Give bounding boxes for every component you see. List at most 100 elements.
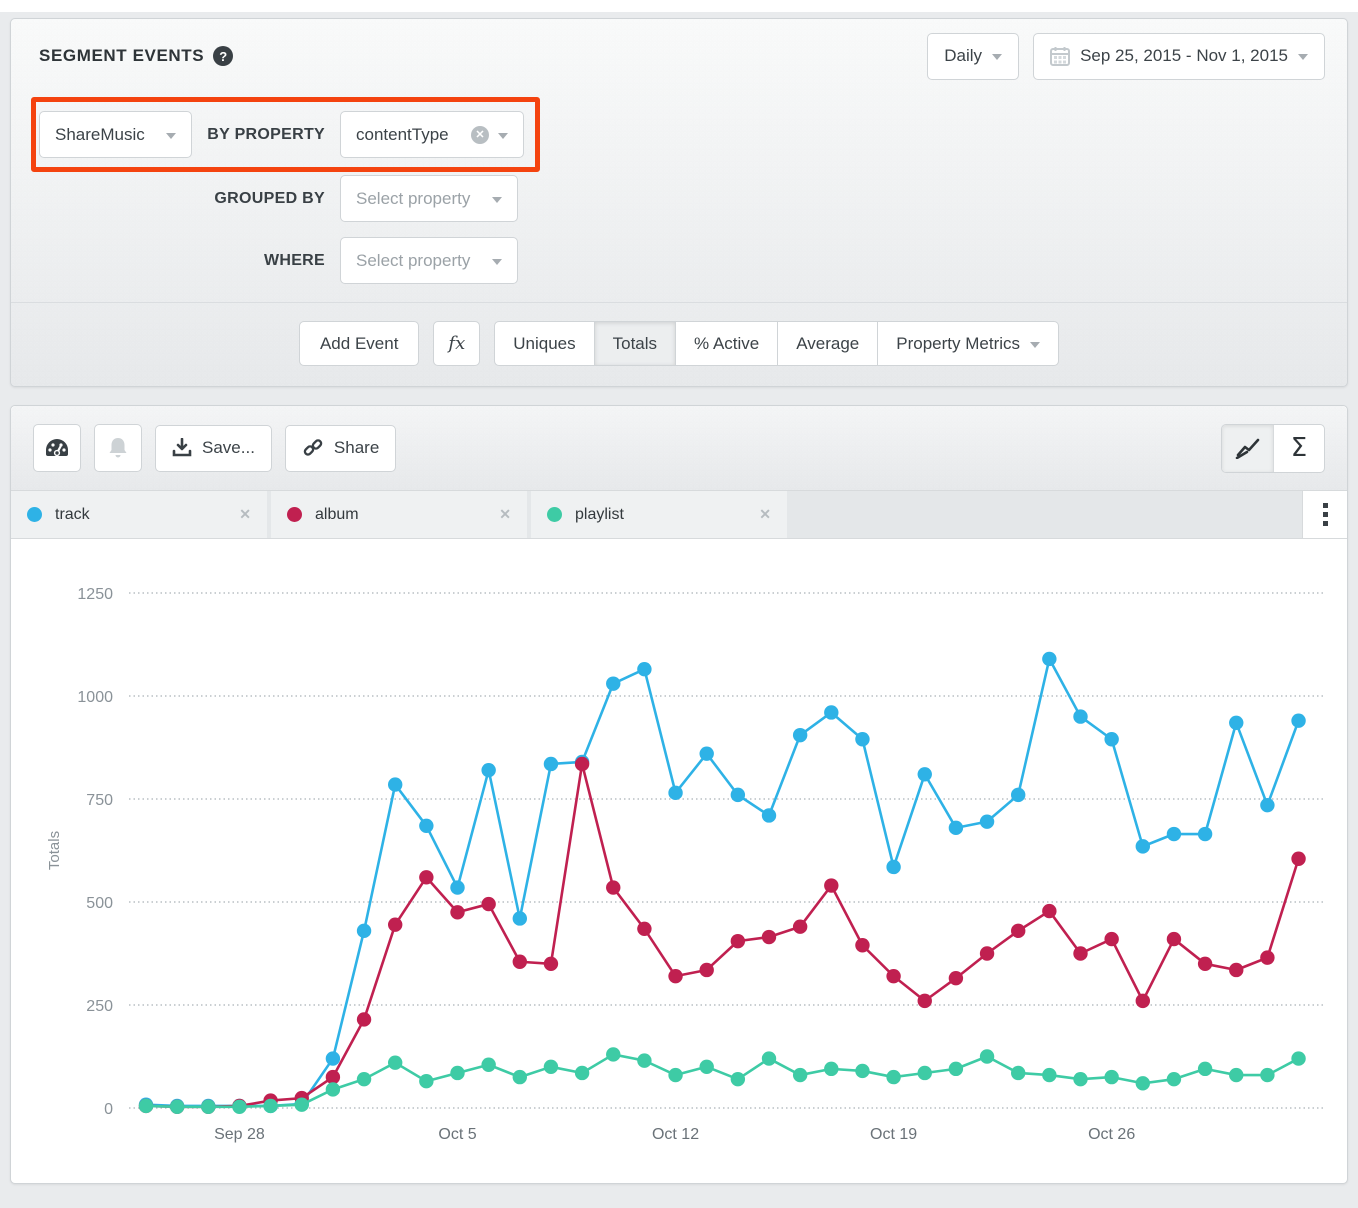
- close-icon[interactable]: ✕: [759, 506, 771, 522]
- data-point-playlist-oct-6[interactable]: [481, 1057, 496, 1072]
- data-point-track-oct-6[interactable]: [481, 762, 496, 778]
- data-point-track-oct-17[interactable]: [824, 705, 839, 720]
- data-point-playlist-sep-25[interactable]: [138, 1098, 154, 1114]
- grouped-by-select[interactable]: Select property: [340, 175, 518, 222]
- data-point-album-oct-31[interactable]: [1260, 950, 1275, 965]
- chart-canvas[interactable]: 0 250 500 750 1000 1250 Totals Sep 28 Oct 5 Oct 1…: [11, 539, 1347, 1183]
- data-point-album-oct-20[interactable]: [917, 993, 932, 1009]
- metric-totals[interactable]: Totals: [594, 321, 677, 366]
- data-point-track-oct-12[interactable]: [668, 785, 683, 801]
- data-point-playlist-oct-20[interactable]: [917, 1065, 932, 1081]
- data-point-playlist-oct-3[interactable]: [388, 1055, 403, 1070]
- data-point-album-oct-21[interactable]: [948, 971, 964, 986]
- data-point-album-oct-16[interactable]: [792, 919, 808, 934]
- data-point-playlist-sep-29[interactable]: [263, 1098, 278, 1114]
- data-point-playlist-oct-29[interactable]: [1197, 1061, 1213, 1077]
- data-point-playlist-oct-17[interactable]: [824, 1061, 839, 1077]
- data-point-playlist-sep-30[interactable]: [294, 1097, 309, 1112]
- data-point-album-oct-18[interactable]: [855, 938, 870, 953]
- data-point-playlist-oct-21[interactable]: [948, 1061, 964, 1077]
- data-point-playlist-oct-28[interactable]: [1166, 1071, 1182, 1087]
- line-chart-view-button[interactable]: [1222, 424, 1273, 472]
- data-point-album-oct-4[interactable]: [419, 870, 434, 885]
- event-select[interactable]: ShareMusic: [39, 111, 192, 158]
- data-point-track-oct-2[interactable]: [356, 923, 372, 939]
- where-select[interactable]: Select property: [340, 237, 518, 284]
- data-point-track-oct-19[interactable]: [886, 859, 901, 875]
- data-point-album-oct-19[interactable]: [886, 968, 901, 984]
- data-point-track-oct-4[interactable]: [419, 818, 434, 833]
- data-point-playlist-sep-28[interactable]: [232, 1099, 247, 1114]
- data-point-track-oct-18[interactable]: [855, 732, 870, 747]
- data-point-playlist-sep-27[interactable]: [201, 1099, 216, 1114]
- data-point-playlist-oct-7[interactable]: [512, 1069, 527, 1085]
- data-point-playlist-oct-30[interactable]: [1229, 1067, 1244, 1083]
- data-point-playlist-oct-9[interactable]: [574, 1065, 590, 1081]
- data-point-album-oct-30[interactable]: [1229, 962, 1244, 978]
- more-options-button[interactable]: [1302, 491, 1347, 538]
- date-range-select[interactable]: Sep 25, 2015 - Nov 1, 2015: [1033, 32, 1325, 80]
- data-point-playlist-oct-5[interactable]: [450, 1065, 465, 1081]
- data-point-track-oct-8[interactable]: [543, 756, 559, 772]
- data-point-playlist-oct-24[interactable]: [1042, 1067, 1057, 1083]
- data-point-track-oct-5[interactable]: [450, 880, 465, 895]
- data-point-playlist-oct-19[interactable]: [886, 1069, 901, 1085]
- data-point-album-oct-9[interactable]: [574, 756, 590, 772]
- data-point-track-oct-1[interactable]: [325, 1051, 341, 1066]
- data-point-album-oct-27[interactable]: [1135, 993, 1151, 1009]
- data-point-playlist-oct-8[interactable]: [543, 1059, 559, 1074]
- data-point-playlist-oct-14[interactable]: [730, 1071, 746, 1087]
- data-point-album-oct-3[interactable]: [388, 917, 403, 932]
- data-point-playlist-oct-23[interactable]: [1011, 1065, 1026, 1081]
- data-point-track-oct-16[interactable]: [792, 727, 808, 743]
- add-event-button[interactable]: Add Event: [298, 321, 420, 366]
- data-point-album-oct-25[interactable]: [1073, 946, 1088, 961]
- share-button[interactable]: Share: [284, 424, 397, 472]
- data-point-track-oct-20[interactable]: [917, 767, 932, 782]
- data-point-track-oct-23[interactable]: [1011, 787, 1026, 803]
- data-point-album-oct-15[interactable]: [761, 929, 777, 945]
- data-point-album-oct-24[interactable]: [1042, 903, 1057, 919]
- data-point-track-nov-1[interactable]: [1291, 713, 1306, 728]
- summary-view-button[interactable]: Σ: [1273, 424, 1324, 472]
- dashboard-button[interactable]: [33, 424, 81, 472]
- data-point-track-oct-30[interactable]: [1229, 715, 1244, 730]
- data-point-track-oct-22[interactable]: [979, 814, 995, 829]
- data-point-track-oct-28[interactable]: [1166, 826, 1182, 842]
- data-point-album-oct-5[interactable]: [450, 905, 465, 920]
- data-point-playlist-oct-26[interactable]: [1104, 1069, 1119, 1085]
- legend-tab-track[interactable]: track ✕: [11, 491, 267, 538]
- data-point-playlist-oct-10[interactable]: [606, 1047, 621, 1062]
- data-point-album-oct-7[interactable]: [512, 954, 527, 969]
- metric-percent-active[interactable]: % Active: [676, 321, 779, 366]
- data-point-track-oct-11[interactable]: [637, 662, 652, 677]
- data-point-track-oct-3[interactable]: [388, 777, 403, 792]
- data-point-album-oct-26[interactable]: [1104, 931, 1119, 947]
- data-point-track-oct-24[interactable]: [1042, 651, 1057, 667]
- data-point-playlist-oct-15[interactable]: [761, 1051, 777, 1066]
- data-point-album-oct-8[interactable]: [543, 956, 559, 971]
- data-point-album-nov-1[interactable]: [1291, 851, 1306, 866]
- data-point-album-oct-6[interactable]: [481, 896, 496, 912]
- data-point-playlist-oct-27[interactable]: [1135, 1076, 1151, 1091]
- close-icon[interactable]: ✕: [239, 506, 251, 522]
- alerts-button[interactable]: [94, 424, 142, 472]
- help-icon[interactable]: ?: [213, 46, 234, 66]
- data-point-playlist-oct-11[interactable]: [637, 1053, 652, 1068]
- data-point-track-oct-10[interactable]: [606, 676, 621, 691]
- data-point-album-oct-22[interactable]: [979, 946, 995, 961]
- metric-average[interactable]: Average: [778, 321, 879, 366]
- data-point-track-oct-21[interactable]: [948, 820, 964, 836]
- data-point-track-oct-15[interactable]: [761, 808, 777, 823]
- data-point-album-oct-1[interactable]: [325, 1069, 341, 1085]
- data-point-track-oct-25[interactable]: [1073, 709, 1088, 724]
- data-point-playlist-oct-1[interactable]: [325, 1082, 341, 1097]
- legend-tab-album[interactable]: album ✕: [271, 491, 527, 538]
- data-point-track-oct-26[interactable]: [1104, 732, 1119, 747]
- data-point-album-oct-13[interactable]: [699, 962, 714, 978]
- data-point-track-oct-13[interactable]: [699, 746, 714, 761]
- metric-property-metrics[interactable]: Property Metrics: [878, 321, 1060, 366]
- data-point-album-oct-12[interactable]: [668, 968, 683, 984]
- clear-property-icon[interactable]: ✕: [471, 125, 489, 144]
- data-point-track-oct-31[interactable]: [1260, 797, 1275, 813]
